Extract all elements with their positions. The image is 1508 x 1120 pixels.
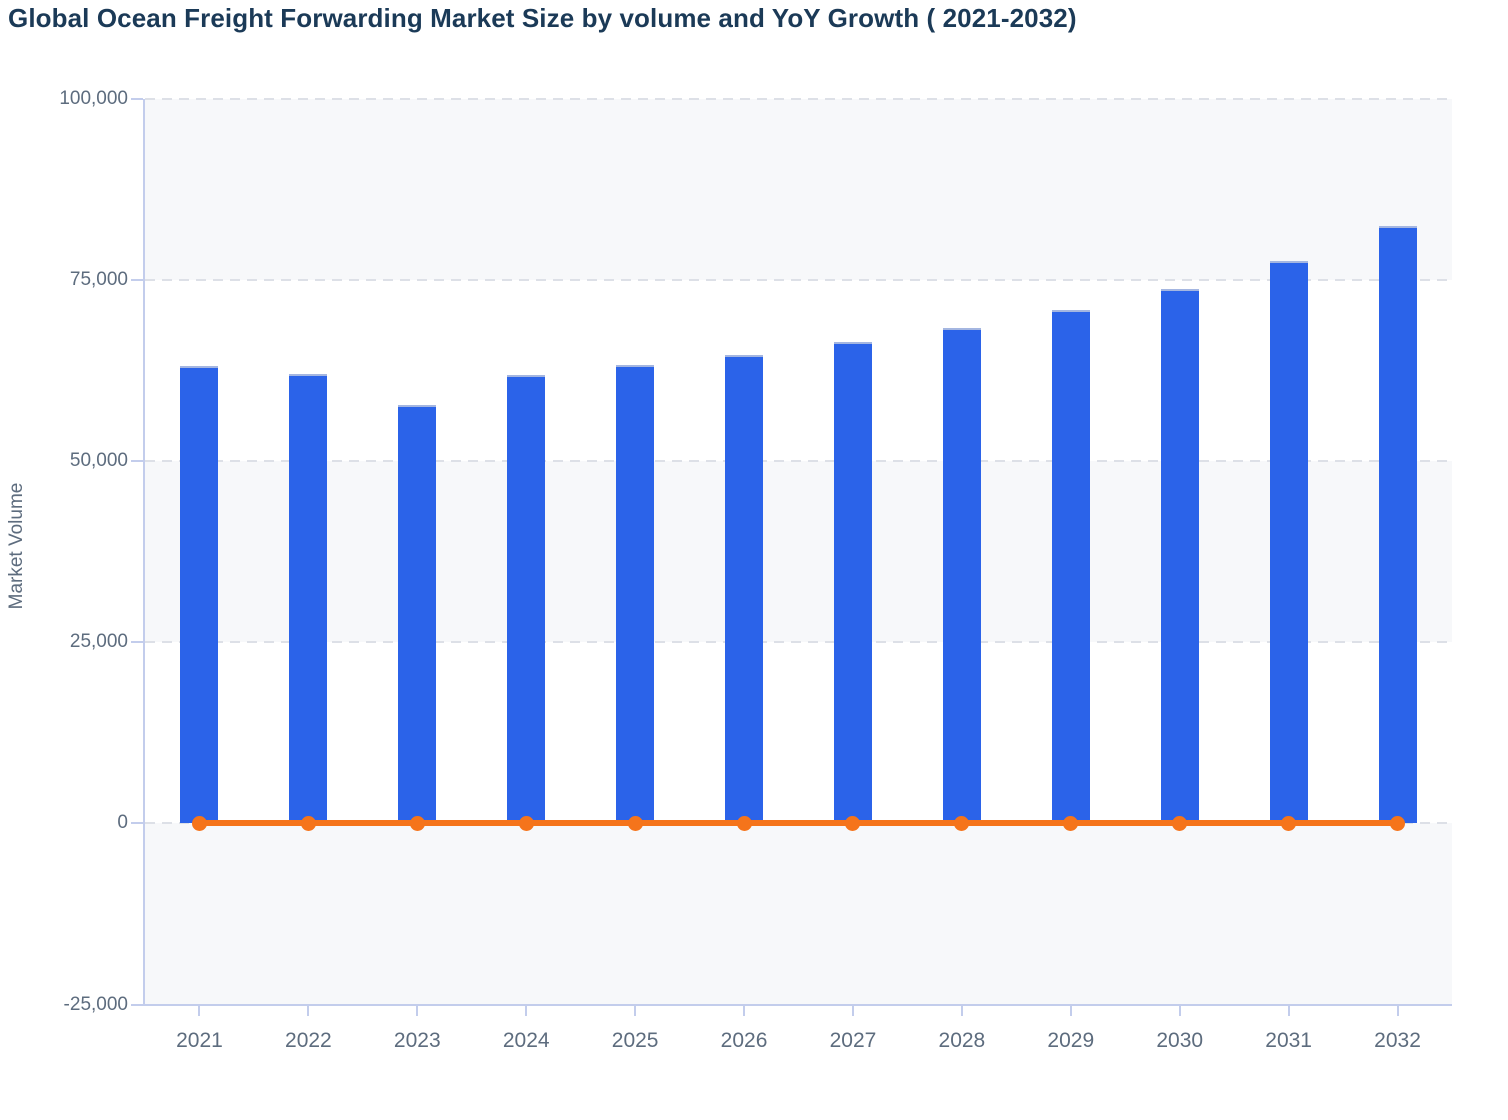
yoy-point-2023[interactable] (409, 815, 425, 831)
yoy-growth-line[interactable] (526, 820, 636, 827)
x-axis-line (143, 1003, 1452, 1006)
x-tick-label: 2026 (720, 1028, 768, 1052)
gridline (145, 460, 1452, 463)
yoy-point-2032[interactable] (1390, 815, 1406, 831)
yoy-growth-line[interactable] (199, 820, 309, 827)
yoy-point-2025[interactable] (627, 815, 643, 831)
yoy-point-2026[interactable] (736, 815, 752, 831)
x-axis-tick (416, 1005, 419, 1016)
x-tick-label: 2032 (1374, 1028, 1421, 1052)
yoy-point-2029[interactable] (1063, 815, 1079, 831)
yoy-growth-line[interactable] (744, 820, 853, 827)
grid-band (145, 99, 1452, 281)
yoy-growth-line[interactable] (852, 820, 962, 827)
gridline (145, 279, 1452, 282)
yoy-point-2027[interactable] (845, 815, 861, 831)
y-axis-tick (131, 460, 143, 463)
y-axis-tick (131, 641, 143, 644)
x-tick-label: 2027 (829, 1028, 877, 1052)
yoy-point-2022[interactable] (300, 815, 316, 831)
y-tick-label: 100,000 (59, 88, 128, 109)
y-tick-label: 50,000 (69, 450, 128, 472)
x-tick-label: 2021 (176, 1028, 223, 1052)
bar-2029[interactable] (1051, 309, 1090, 824)
bar-2024[interactable] (507, 374, 546, 824)
bar-2025[interactable] (616, 364, 655, 824)
yoy-growth-line[interactable] (961, 820, 1071, 827)
bar-2026[interactable] (725, 354, 764, 824)
x-axis-tick (960, 1005, 963, 1016)
x-axis-tick (851, 1005, 854, 1016)
x-axis-tick (1396, 1005, 1399, 1016)
x-tick-label: 2028 (938, 1028, 986, 1052)
x-tick-label: 2029 (1047, 1028, 1095, 1052)
y-axis-tick (131, 98, 143, 100)
yoy-point-2021[interactable] (191, 815, 207, 831)
x-axis-tick (307, 1005, 310, 1016)
x-tick-label: 2024 (502, 1028, 550, 1052)
yoy-growth-line[interactable] (635, 820, 745, 827)
gridline (145, 98, 1452, 100)
yoy-point-2028[interactable] (954, 815, 970, 831)
x-axis-tick (1178, 1005, 1181, 1016)
bar-2032[interactable] (1378, 226, 1417, 824)
y-tick-label: 75,000 (69, 269, 128, 291)
yoy-growth-line[interactable] (1288, 820, 1398, 827)
yoy-growth-line[interactable] (417, 820, 527, 827)
yoy-growth-line[interactable] (1070, 820, 1180, 827)
x-axis-tick (634, 1005, 637, 1016)
y-tick-label: -25,000 (63, 993, 128, 1015)
y-axis-tick (131, 822, 143, 825)
y-axis-tick (131, 279, 143, 282)
chart-title: Global Ocean Freight Forwarding Market S… (8, 3, 1077, 33)
x-axis-tick (525, 1005, 528, 1016)
gridline (145, 641, 1452, 644)
x-axis-tick (1069, 1005, 1072, 1016)
yoy-point-2030[interactable] (1172, 815, 1188, 831)
bar-2028[interactable] (942, 327, 981, 824)
x-axis-tick (743, 1005, 746, 1016)
x-axis-tick (198, 1005, 201, 1016)
bar-2031[interactable] (1269, 261, 1308, 824)
x-tick-label: 2025 (611, 1028, 659, 1052)
yoy-growth-line[interactable] (308, 820, 418, 827)
grid-band (145, 823, 1452, 1005)
bar-2027[interactable] (833, 341, 872, 824)
bar-2023[interactable] (398, 405, 437, 824)
x-tick-label: 2023 (393, 1028, 441, 1052)
yoy-point-2031[interactable] (1281, 815, 1297, 831)
y-axis-line (143, 99, 145, 1005)
yoy-point-2024[interactable] (518, 815, 534, 831)
bar-2030[interactable] (1160, 288, 1199, 824)
bar-2022[interactable] (289, 374, 328, 824)
x-axis-tick (1287, 1005, 1290, 1016)
bar-2021[interactable] (180, 365, 219, 824)
y-tick-label: 0 (117, 812, 128, 834)
x-tick-label: 2030 (1156, 1028, 1204, 1052)
y-axis-tick (131, 1003, 143, 1006)
y-tick-label: 25,000 (69, 631, 128, 653)
grid-band (145, 461, 1452, 643)
x-tick-label: 2031 (1265, 1028, 1312, 1052)
yoy-growth-line[interactable] (1179, 820, 1289, 827)
x-tick-label: 2022 (285, 1028, 332, 1052)
